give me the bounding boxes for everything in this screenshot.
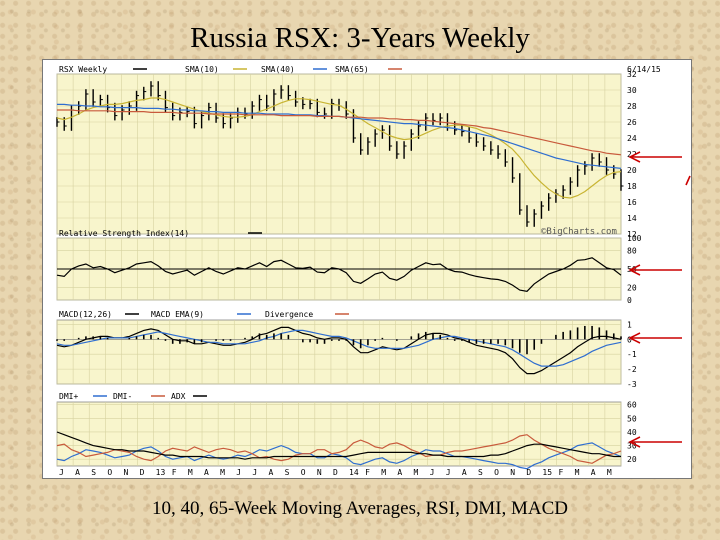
grid-layer — [56, 73, 622, 466]
y-tick-label: 100 — [627, 234, 642, 243]
x-tick-label: D — [140, 468, 145, 477]
price-legend-1: SMA(10) — [185, 65, 219, 74]
series-layer — [56, 81, 624, 470]
macd-legend-0: MACD(12,26) — [59, 310, 112, 319]
dmi-legend-2: ADX — [171, 392, 186, 401]
x-tick-label: M — [414, 468, 419, 477]
y-tick-label: 30 — [627, 86, 637, 95]
y-tick-label: 60 — [627, 401, 637, 410]
x-tick-label: M — [575, 468, 580, 477]
x-tick-label: A — [268, 468, 273, 477]
y-tick-label: 20 — [627, 455, 637, 464]
y-tick-label: 16 — [627, 198, 637, 207]
x-tick-label: N — [123, 468, 128, 477]
dmi-legend-0: DMI+ — [59, 392, 78, 401]
x-tick-label: 13 — [156, 468, 166, 477]
y-tick-label: 20 — [627, 284, 637, 293]
x-tick-label: S — [478, 468, 483, 477]
price-legend-2: SMA(40) — [261, 65, 295, 74]
series-line-2-0 — [56, 326, 622, 375]
series-line-2-1 — [56, 329, 622, 367]
price-watermark: ©BigCharts.com — [541, 227, 617, 237]
dmi-legend-1: DMI- — [113, 392, 132, 401]
slide-caption: 10, 40, 65-Week Moving Averages, RSI, DM… — [151, 498, 569, 519]
y-tick-label: 50 — [627, 265, 637, 274]
x-tick-label: J — [236, 468, 241, 477]
x-tick-label: J — [59, 468, 64, 477]
y-tick-label: 28 — [627, 102, 637, 111]
y-tick-label: 80 — [627, 246, 637, 255]
y-tick-label: 24 — [627, 134, 637, 143]
macd-panel — [56, 319, 622, 385]
x-tick-label: 15 — [542, 468, 552, 477]
x-tick-label: 14 — [349, 468, 359, 477]
x-tick-label: J — [430, 468, 435, 477]
x-tick-label: O — [107, 468, 112, 477]
x-tick-label: M — [381, 468, 386, 477]
y-tick-label: 1 — [627, 320, 632, 329]
y-tick-label: 40 — [627, 428, 637, 437]
y-tick-label: 12 — [627, 230, 637, 239]
y-tick-label: -3 — [627, 380, 637, 389]
series-line-3-1 — [56, 434, 622, 464]
price-date-label: 6/14/15 — [627, 65, 661, 74]
series-line-3-0 — [56, 442, 622, 470]
x-tick-label: A — [462, 468, 467, 477]
y-tick-label: -2 — [627, 365, 637, 374]
series-line-3-2 — [56, 431, 621, 460]
label-layer: J A S O N D 13 F M A M J J A S O N D 14 F M A M J J A S O N D 15 F M A M 32… — [59, 70, 642, 477]
macd-legend-2: Divergence — [265, 310, 313, 319]
dmi-panel — [56, 401, 622, 467]
x-tick-label: A — [75, 468, 80, 477]
y-tick-label: 26 — [627, 118, 637, 127]
y-tick-label: 20 — [627, 166, 637, 175]
x-tick-label: D — [526, 468, 531, 477]
x-tick-label: S — [91, 468, 96, 477]
y-tick-label: 30 — [627, 442, 637, 451]
x-tick-label: N — [510, 468, 515, 477]
series-line-0-1 — [56, 97, 622, 199]
y-tick-label: 18 — [627, 182, 637, 191]
rsi-legend-0: Relative Strength Index(14) — [59, 229, 189, 238]
macd-legend-1: MACD EMA(9) — [151, 310, 204, 319]
y-tick-label: 32 — [627, 70, 637, 79]
x-tick-label: A — [204, 468, 209, 477]
x-tick-label: F — [559, 468, 564, 477]
chart-svg: J A S O N D 13 F M A M J J A S O N D 14 F M A M J J A S O N D 15 F M A M 32… — [56, 65, 661, 477]
series-line-0-3 — [57, 109, 622, 156]
x-tick-label: F — [365, 468, 370, 477]
slide-title: Russia RSX: 3-Years Weekly — [190, 22, 530, 54]
y-tick-label: 50 — [627, 414, 637, 423]
y-tick-label: 0 — [627, 296, 632, 305]
x-tick-label: J — [252, 468, 257, 477]
price-legend-0: RSX Weekly — [59, 65, 107, 74]
y-tick-label: 14 — [627, 214, 637, 223]
x-tick-label: A — [591, 468, 596, 477]
x-tick-label: J — [446, 468, 451, 477]
x-tick-label: O — [494, 468, 499, 477]
x-tick-label: M — [607, 468, 612, 477]
x-tick-label: A — [397, 468, 402, 477]
price-legend-3: SMA(65) — [335, 65, 369, 74]
x-tick-label: M — [188, 468, 193, 477]
x-tick-label: M — [220, 468, 225, 477]
y-tick-label: 22 — [627, 150, 637, 159]
x-tick-label: O — [301, 468, 306, 477]
x-tick-label: F — [172, 468, 177, 477]
chart-frame: J A S O N D 13 F M A M J J A S O N D 14 F M A M J J A S O N D 15 F M A M 32… — [42, 59, 692, 479]
x-tick-label: N — [317, 468, 322, 477]
y-tick-label: 0 — [627, 335, 632, 344]
x-tick-label: S — [285, 468, 290, 477]
y-tick-label: -1 — [627, 350, 637, 359]
x-tick-label: D — [333, 468, 338, 477]
series-line-1-0 — [56, 257, 622, 292]
